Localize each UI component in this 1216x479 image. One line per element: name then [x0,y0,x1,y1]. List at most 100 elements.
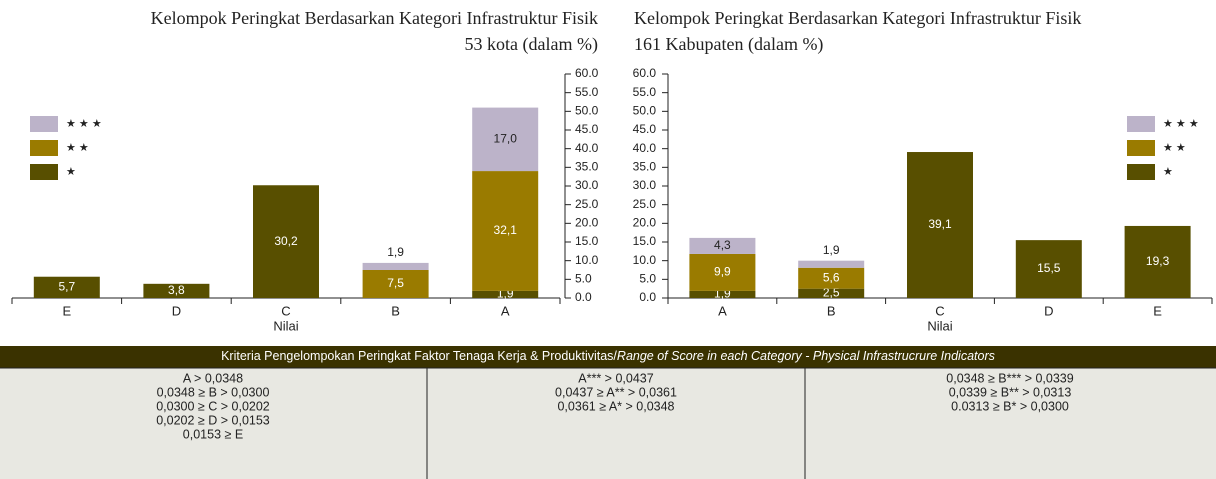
bar-segment [689,290,756,298]
value-label: 4,3 [714,238,731,252]
y-tick-label: 45.0 [633,122,657,136]
bar-segment [798,267,865,289]
legend-swatch [1127,140,1155,156]
criteria-text: 0,0361 ≥ A* > 0,0348 [557,399,674,413]
bar-segment [689,237,756,254]
bar-segment [362,262,429,270]
criteria-text: 0,0153 ≥ E [183,427,243,441]
bar-segment [798,260,865,268]
y-tick-label: 40.0 [575,141,599,155]
y-tick-label: 35.0 [575,160,599,174]
table-header: Kriteria Pengelompokan Peringkat Faktor … [221,349,995,363]
legend-label: ★ ★ ★ [1163,118,1199,130]
criteria-text: A > 0,0348 [183,371,243,385]
bar-segment [143,283,210,298]
y-tick-label: 20.0 [633,216,657,230]
y-tick-label: 25.0 [633,197,657,211]
bar-segment [472,290,539,298]
value-label: 39,1 [928,217,952,231]
bar-segment [907,152,973,298]
y-tick-label: 35.0 [633,160,657,174]
value-label: 9,9 [714,265,731,279]
legend-swatch [30,140,58,156]
criteria-text: 0,0300 ≥ C > 0,0202 [156,399,270,413]
value-label: 1,9 [387,245,404,259]
y-tick-label: 60.0 [575,66,599,80]
chart-title: 161 Kabupaten (dalam %) [634,34,823,55]
legend-swatch [30,116,58,132]
bar-segment [1015,240,1082,298]
y-tick-label: 0.0 [575,290,592,304]
criteria-text: 0,0202 ≥ D > 0,0153 [156,413,270,427]
criteria-text: A*** > 0,0437 [578,371,653,385]
legend-swatch [30,164,58,180]
x-axis-label: Nilai [927,318,952,333]
bar-segment [472,107,539,172]
table-body-bg [0,368,1216,479]
chart-title: Kelompok Peringkat Berdasarkan Kategori … [634,8,1081,28]
value-label: 5,6 [823,270,840,284]
legend-label: ★ ★ [66,142,89,154]
legend-swatch [1127,116,1155,132]
x-tick-label: C [935,303,944,318]
x-tick-label: C [281,303,290,318]
y-tick-label: 50.0 [575,104,599,118]
y-tick-label: 40.0 [633,141,657,155]
y-tick-label: 10.0 [633,253,657,267]
header-text-italic: Range of Score in each Category - Physic… [617,349,995,363]
criteria-text: 0,0339 ≥ B** > 0,0313 [949,385,1072,399]
y-tick-label: 15.0 [575,234,599,248]
criteria-text: 0.0313 ≥ B* > 0,0300 [951,399,1069,413]
y-tick-label: 55.0 [633,85,657,99]
value-label: 1,9 [823,243,840,257]
y-tick-label: 5.0 [575,272,592,286]
value-label: 3,8 [168,283,185,297]
legend-label: ★ [1163,166,1173,178]
y-tick-label: 0.0 [639,290,656,304]
y-tick-label: 20.0 [575,216,599,230]
chart-title: Kelompok Peringkat Berdasarkan Kategori … [151,8,598,28]
bar-segment [1124,225,1191,298]
value-label: 32,1 [494,223,518,237]
x-tick-label: E [62,303,71,318]
value-label: 2,5 [823,286,840,300]
value-label: 30,2 [274,234,298,248]
value-label: 17,0 [494,132,518,146]
y-tick-label: 30.0 [575,178,599,192]
bar-segment [253,185,319,298]
table-header-bg [0,346,1216,368]
x-tick-label: D [172,303,181,318]
y-tick-label: 10.0 [575,253,599,267]
x-tick-label: A [718,303,727,318]
y-tick-label: 30.0 [633,178,657,192]
criteria-text: 0,0348 ≥ B*** > 0,0339 [946,371,1073,385]
bar-segment [798,288,865,298]
x-tick-label: D [1044,303,1053,318]
bar-segment [472,171,539,291]
legend-label: ★ [66,166,76,178]
bar-segment [33,276,100,298]
header-text: Kriteria Pengelompokan Peringkat Faktor … [221,349,617,363]
value-label: 19,3 [1146,254,1170,268]
criteria-text: 0,0348 ≥ B > 0,0300 [157,385,270,399]
x-tick-label: B [827,303,836,318]
y-tick-label: 45.0 [575,122,599,136]
y-tick-label: 60.0 [633,66,657,80]
value-label: 7,5 [387,276,404,290]
y-tick-label: 25.0 [575,197,599,211]
value-label: 15,5 [1037,261,1061,275]
y-tick-label: 50.0 [633,104,657,118]
y-tick-label: 55.0 [575,85,599,99]
legend-swatch [1127,164,1155,180]
x-tick-label: E [1153,303,1162,318]
criteria-text: 0,0437 ≥ A** > 0,0361 [555,385,677,399]
value-label: 5,7 [58,280,75,294]
legend-label: ★ ★ ★ [66,118,102,130]
x-axis-label: Nilai [273,318,298,333]
x-tick-label: B [391,303,400,318]
legend-label: ★ ★ [1163,142,1186,154]
x-tick-label: A [501,303,510,318]
bar-segment [689,253,756,291]
y-tick-label: 5.0 [639,272,656,286]
